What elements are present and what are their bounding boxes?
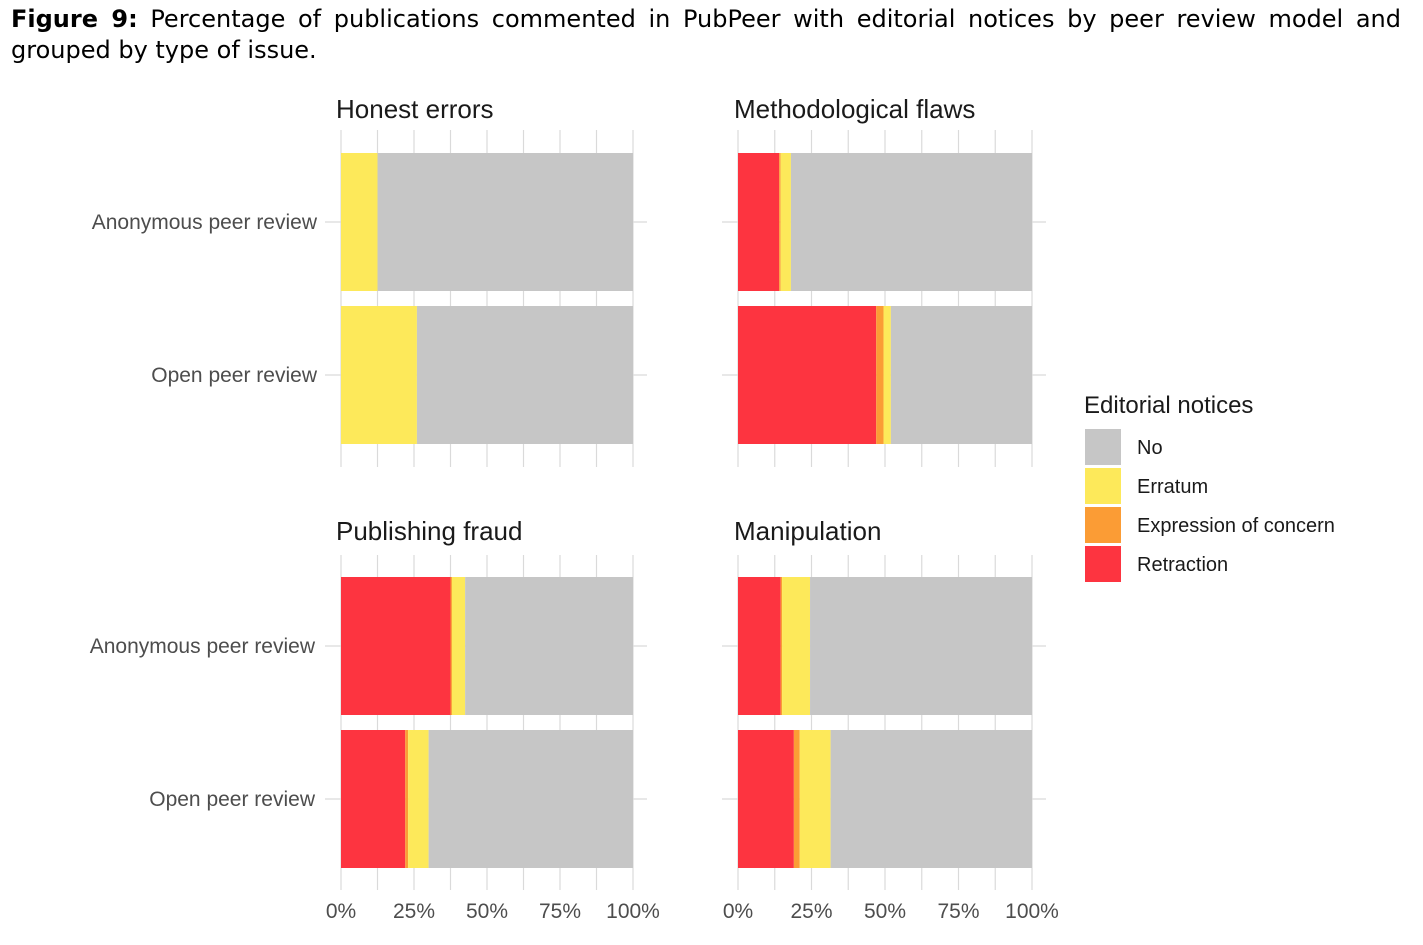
bar-retraction-open-peer-review	[738, 730, 794, 868]
y-tick-label: Open peer review	[149, 788, 316, 811]
legend-label-expression-of-concern: Expression of concern	[1137, 515, 1335, 537]
x-tick-label: 25%	[790, 900, 832, 923]
bar-no-open-peer-review	[416, 306, 633, 444]
facet-title: Manipulation	[734, 516, 881, 546]
bar-retraction-anonymous-peer-review	[341, 577, 451, 715]
bar-erratum-open-peer-review	[341, 306, 417, 444]
bar-retraction-open-peer-review	[738, 306, 877, 444]
bar-no-anonymous-peer-review	[810, 577, 1032, 715]
legend-swatch-no	[1085, 429, 1121, 465]
figure-label: Figure 9:	[11, 5, 138, 33]
bar-expression-of-concern-open-peer-review	[793, 730, 800, 868]
bar-expression-of-concern-open-peer-review	[876, 306, 884, 444]
legend-label-retraction: Retraction	[1137, 554, 1228, 576]
x-tick-label: 50%	[466, 900, 508, 923]
bar-expression-of-concern-anonymous-peer-review	[780, 577, 783, 715]
legend: Editorial notices No Erratum Expression of …	[1084, 392, 1335, 582]
x-tick-label: 25%	[393, 900, 435, 923]
x-tick-label: 100%	[1005, 900, 1059, 923]
bar-no-open-peer-review	[890, 306, 1032, 444]
y-tick-label: Anonymous peer review	[90, 635, 316, 658]
bar-erratum-open-peer-review	[799, 730, 831, 868]
facet-title: Methodological flaws	[734, 94, 975, 124]
bar-no-anonymous-peer-review	[790, 153, 1032, 291]
x-tick-label: 0%	[723, 900, 753, 923]
figure-caption-text: Percentage of publications commented in …	[11, 5, 1401, 64]
y-tick-label: Anonymous peer review	[92, 211, 318, 234]
bar-no-open-peer-review	[830, 730, 1032, 868]
x-tick-label: 0%	[326, 900, 356, 923]
bar-retraction-open-peer-review	[341, 730, 406, 868]
x-tick-label: 100%	[606, 900, 660, 923]
legend-swatch-retraction	[1085, 546, 1121, 582]
bar-erratum-anonymous-peer-review	[341, 153, 378, 291]
bar-retraction-anonymous-peer-review	[738, 577, 781, 715]
bar-erratum-open-peer-review	[883, 306, 891, 444]
panel-methodological-flaws: Methodological flaws	[722, 94, 1046, 467]
bar-expression-of-concern-anonymous-peer-review	[450, 577, 452, 715]
x-tick-label: 75%	[937, 900, 979, 923]
bar-expression-of-concern-anonymous-peer-review	[779, 153, 781, 291]
panel-honest-errors: Honest errors Anonymous peer review Open p…	[92, 94, 647, 467]
bar-no-anonymous-peer-review	[377, 153, 633, 291]
bar-expression-of-concern-open-peer-review	[405, 730, 409, 868]
bar-no-anonymous-peer-review	[465, 577, 633, 715]
facet-title: Honest errors	[336, 94, 494, 124]
legend-label-no: No	[1137, 437, 1163, 459]
bar-erratum-anonymous-peer-review	[780, 153, 791, 291]
x-tick-label: 50%	[864, 900, 906, 923]
panel-publishing-fraud: Publishing fraud Anonymous peer review Ope…	[90, 516, 660, 923]
legend-swatch-expression-of-concern	[1085, 507, 1121, 543]
figure-caption: Figure 9: Percentage of publications com…	[11, 4, 1401, 66]
facet-title: Publishing fraud	[336, 516, 522, 546]
bar-no-open-peer-review	[428, 730, 633, 868]
x-tick-label: 75%	[539, 900, 581, 923]
bar-erratum-anonymous-peer-review	[782, 577, 811, 715]
bar-erratum-open-peer-review	[408, 730, 429, 868]
legend-swatch-erratum	[1085, 468, 1121, 504]
panel-manipulation: Manipulation 0% 25% 50% 75% 100%	[722, 516, 1059, 923]
bar-erratum-anonymous-peer-review	[451, 577, 466, 715]
y-tick-label: Open peer review	[151, 364, 318, 387]
legend-title: Editorial notices	[1084, 392, 1253, 419]
bar-retraction-anonymous-peer-review	[738, 153, 780, 291]
legend-label-erratum: Erratum	[1137, 476, 1208, 498]
